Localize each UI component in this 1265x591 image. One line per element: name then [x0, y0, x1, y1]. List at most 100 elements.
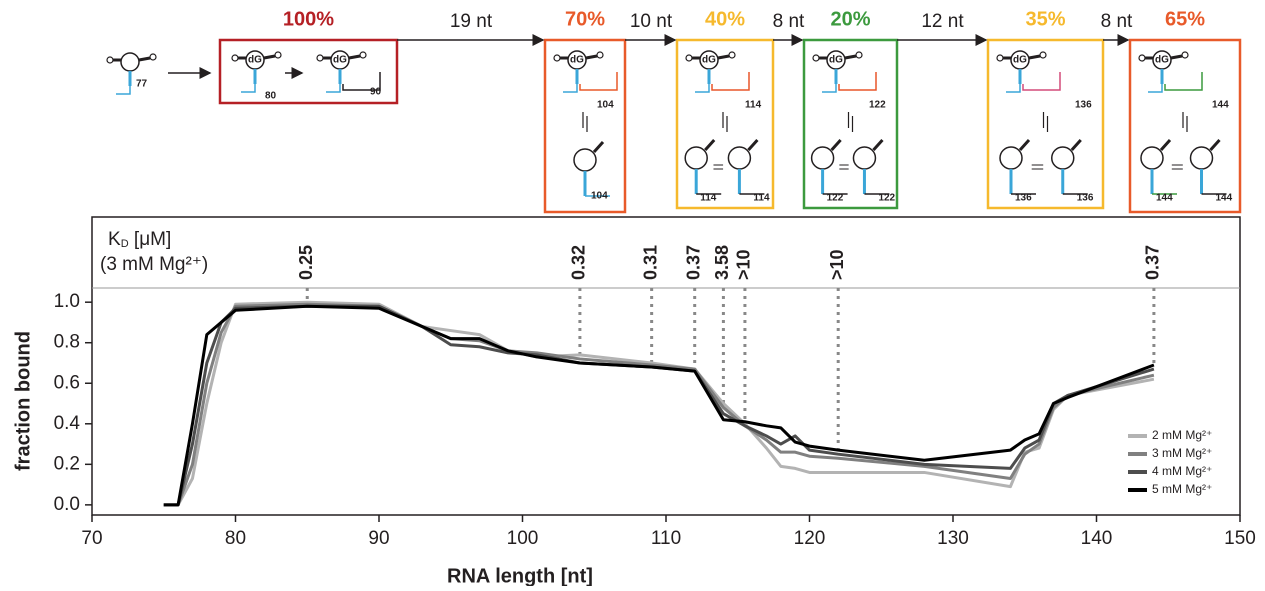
rna-loop	[855, 51, 863, 59]
rna-stem	[704, 138, 716, 152]
rna-tail	[822, 84, 837, 93]
x-tick-label: 120	[794, 528, 826, 549]
rna-loop	[1039, 51, 1047, 59]
length-label: 90	[370, 87, 382, 98]
length-label: 144	[1212, 100, 1229, 111]
ligand: dG	[570, 55, 584, 66]
rna-stem	[844, 54, 857, 60]
rna-tail	[1006, 84, 1021, 93]
kd-value: >10	[827, 249, 847, 280]
rna-stem	[585, 54, 598, 60]
rna-stem	[1070, 138, 1082, 152]
y-axis-title: fraction bound	[12, 331, 34, 471]
rna-tail	[1164, 72, 1203, 91]
x-tick-label: 70	[81, 528, 102, 549]
stage-box	[986, 38, 1105, 210]
rna-tail	[1022, 72, 1061, 91]
series-line	[163, 302, 1155, 507]
length-label: 122	[869, 100, 886, 111]
legend-label: 5 mM Mg²⁺	[1152, 482, 1212, 496]
rna-stem	[747, 138, 759, 152]
y-tick-label: 0.8	[54, 332, 80, 353]
kd-condition: (3 mM Mg²⁺)	[100, 254, 208, 275]
rna-stem	[1018, 138, 1031, 152]
step-label: 8 nt	[1101, 11, 1133, 32]
length-label: 144	[1156, 193, 1173, 204]
length-label: 80	[265, 91, 277, 102]
step-label: 10 nt	[630, 11, 673, 32]
rna-loop	[1189, 146, 1214, 170]
y-tick-label: 0.4	[54, 413, 81, 434]
equilibrium	[1042, 112, 1049, 132]
stage-box	[1128, 38, 1242, 214]
stage-box	[675, 38, 775, 210]
rna-loop	[812, 54, 820, 62]
step-label: 19 nt	[450, 11, 493, 32]
rna-loop	[316, 54, 324, 62]
x-axis-title: RNA length [nt]	[447, 565, 593, 586]
equilibrium	[1171, 164, 1183, 170]
rna-loop	[1138, 54, 1146, 62]
step-label: 12 nt	[921, 11, 964, 32]
rna-loop	[120, 52, 140, 72]
length-label: 136	[1077, 193, 1094, 204]
rna-stem	[138, 56, 151, 62]
rna-loop	[359, 51, 367, 59]
rna-tail	[695, 84, 710, 93]
equilibrium	[839, 164, 849, 170]
rna-tail	[241, 84, 256, 93]
length-label: 136	[1015, 193, 1032, 204]
stage-box	[218, 38, 399, 105]
rna-loop	[274, 51, 282, 59]
rna-loop	[106, 56, 114, 64]
stage-percent: 35%	[1025, 8, 1065, 30]
equilibrium	[1031, 164, 1044, 170]
rna-tail	[579, 72, 618, 91]
rna-loop	[1051, 146, 1075, 170]
length-label: 104	[591, 191, 608, 202]
ligand: dG	[1013, 55, 1027, 66]
ligand: dG	[702, 55, 716, 66]
x-tick-label: 150	[1224, 528, 1256, 549]
series-line	[163, 304, 1155, 507]
rna-tail	[563, 84, 578, 93]
series-line	[163, 304, 1155, 507]
rna-loop	[727, 146, 752, 170]
length-label: 136	[1075, 100, 1092, 111]
rna-loop	[685, 54, 693, 62]
kd-value: 0.32	[569, 245, 589, 280]
rna-loop	[553, 54, 561, 62]
rna-loop	[1181, 51, 1189, 59]
rna-tail	[116, 86, 131, 95]
length-label: 144	[1216, 193, 1233, 204]
rna-stem	[1170, 54, 1183, 60]
kd-title: KD [μM]	[108, 229, 171, 250]
rna-loop	[728, 51, 736, 59]
length-label: 114	[700, 193, 717, 204]
equilibrium	[582, 112, 588, 132]
kd-unit: [μM]	[129, 229, 172, 250]
rna-loop	[573, 148, 597, 172]
stage-box	[802, 38, 899, 210]
ligand: dG	[248, 55, 262, 66]
equilibrium	[1182, 112, 1188, 132]
rna-tail	[326, 84, 341, 93]
rna-loop	[231, 54, 239, 62]
rna-stem	[348, 54, 361, 60]
y-tick-label: 0.0	[54, 494, 80, 515]
rna-stem	[1159, 138, 1172, 152]
rna-tail	[1148, 84, 1163, 93]
length-label: 114	[745, 100, 762, 111]
x-tick-label: 90	[368, 528, 389, 549]
stage-percent: 70%	[565, 8, 605, 30]
length-label: 122	[878, 193, 895, 204]
equilibrium	[722, 112, 728, 132]
kd-value: 0.37	[1143, 245, 1163, 280]
rna-loop	[1140, 146, 1164, 170]
stage-percent: 20%	[830, 8, 870, 30]
ligand: dG	[829, 55, 843, 66]
length-label: 104	[597, 100, 614, 111]
y-tick-label: 0.2	[54, 453, 80, 474]
series-line	[163, 300, 1155, 507]
